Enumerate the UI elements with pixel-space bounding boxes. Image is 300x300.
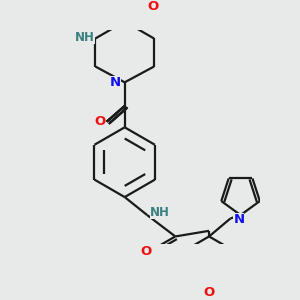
Text: O: O (203, 286, 215, 298)
Text: NH: NH (150, 206, 170, 219)
Text: O: O (94, 115, 106, 128)
Text: O: O (148, 0, 159, 13)
Text: N: N (110, 76, 121, 89)
Text: O: O (140, 245, 152, 258)
Text: NH: NH (75, 31, 95, 44)
Text: N: N (233, 213, 244, 226)
